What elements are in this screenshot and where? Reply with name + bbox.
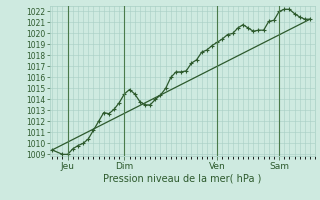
X-axis label: Pression niveau de la mer( hPa ): Pression niveau de la mer( hPa ) <box>103 173 261 183</box>
